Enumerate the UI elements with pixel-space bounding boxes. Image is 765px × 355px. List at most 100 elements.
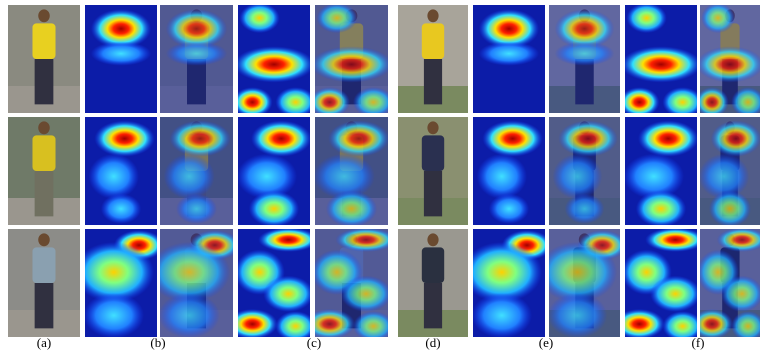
image-panel <box>160 117 233 225</box>
image-panel <box>549 5 620 113</box>
person-legs <box>424 59 442 104</box>
image-panel <box>85 5 157 113</box>
panel-label: (e) <box>539 335 553 350</box>
heat-blob <box>166 42 227 66</box>
panel-label: (f) <box>692 335 705 350</box>
heat-blob <box>227 309 277 339</box>
heat-blob <box>553 154 603 199</box>
heat-blob <box>176 194 217 224</box>
image-panel <box>8 229 80 337</box>
person-torso <box>422 247 444 283</box>
heat-blob <box>479 42 539 66</box>
heat-blob <box>249 191 299 227</box>
image-panel <box>398 5 468 113</box>
image-panel <box>8 5 80 113</box>
heat-blob <box>626 3 666 33</box>
person-head <box>427 233 438 246</box>
figure: (a) (b) (c) (d) (e) (f) <box>0 0 765 355</box>
heat-blob <box>645 228 705 252</box>
person-head <box>427 121 438 134</box>
heat-blob <box>548 293 608 338</box>
heat-blob <box>614 309 664 339</box>
person-torso <box>32 247 55 283</box>
heat-blob <box>309 87 350 117</box>
heat-blob <box>169 120 230 156</box>
person-legs <box>35 171 54 216</box>
image-panel <box>398 117 468 225</box>
person-head <box>38 121 50 134</box>
heat-blob <box>621 46 702 82</box>
image-panel <box>237 117 312 227</box>
heat-blob <box>477 154 527 199</box>
heat-blob <box>326 191 377 227</box>
heat-blob <box>709 191 751 227</box>
heat-blob <box>619 87 659 117</box>
heat-blob <box>234 46 315 82</box>
person-head <box>38 9 50 22</box>
heat-blob <box>94 120 154 156</box>
heat-blob <box>159 293 220 338</box>
image-panel <box>309 3 394 117</box>
heat-blob <box>489 194 529 224</box>
heat-blob <box>638 120 698 156</box>
heat-blob <box>731 311 765 341</box>
heat-blob <box>472 293 532 338</box>
image-panel <box>624 117 699 227</box>
image-panel <box>8 117 80 225</box>
heat-blob <box>558 120 618 156</box>
image-panel <box>549 117 620 225</box>
person-head <box>38 233 50 246</box>
image-panel <box>461 229 552 338</box>
image-panel <box>538 229 627 338</box>
image-panel <box>148 229 240 338</box>
panel-label: (c) <box>307 335 321 350</box>
heat-blob <box>701 3 735 33</box>
image-panel <box>314 117 390 227</box>
person-head <box>427 9 438 22</box>
heat-blob <box>696 46 763 82</box>
person-torso <box>32 135 55 171</box>
heat-blob <box>316 3 357 33</box>
heat-blob <box>335 228 396 252</box>
heat-blob <box>721 276 763 312</box>
heat-blob <box>636 191 686 227</box>
heat-blob <box>232 87 272 117</box>
heat-blob <box>565 194 605 224</box>
person-torso <box>422 135 444 171</box>
image-panel <box>614 228 705 342</box>
image-panel <box>85 117 157 225</box>
heat-blob <box>353 87 394 117</box>
heat-blob <box>717 228 765 252</box>
heat-blob <box>341 276 392 312</box>
image-panel <box>473 117 545 225</box>
image-panel <box>73 229 164 338</box>
heat-blob <box>482 120 542 156</box>
person-legs <box>35 283 54 328</box>
image-panel <box>304 228 397 342</box>
person-torso <box>422 23 444 59</box>
image-panel <box>619 3 703 117</box>
heat-blob <box>164 154 215 199</box>
heat-blob <box>239 3 279 33</box>
image-grid <box>8 3 765 341</box>
person-legs <box>424 171 442 216</box>
panel-label: (b) <box>150 335 165 350</box>
person-torso <box>32 23 55 59</box>
heat-blob <box>311 46 393 82</box>
panel-label: (a) <box>37 335 51 350</box>
heat-blob <box>695 87 729 117</box>
image-panel <box>699 117 761 227</box>
heat-blob <box>328 120 389 156</box>
heat-blob <box>89 154 139 199</box>
heat-blob <box>91 42 151 66</box>
image-panel <box>160 5 233 113</box>
heat-blob <box>258 228 318 252</box>
person-legs <box>424 283 442 328</box>
image-panel <box>695 3 765 117</box>
heat-blob <box>275 87 315 117</box>
image-panel <box>691 228 765 342</box>
image-panel <box>398 229 468 337</box>
heat-blob <box>251 120 311 156</box>
person-legs <box>35 59 54 104</box>
image-panel <box>227 228 318 342</box>
